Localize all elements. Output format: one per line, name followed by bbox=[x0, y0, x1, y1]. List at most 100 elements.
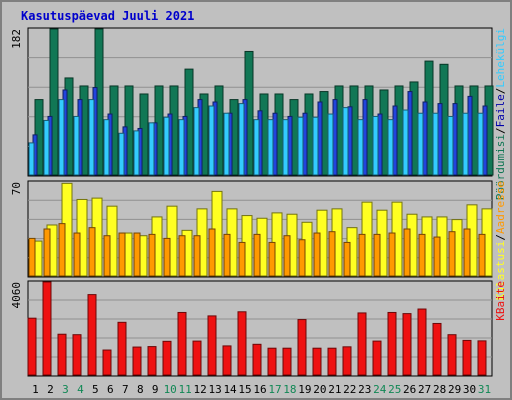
bar-pages-day-11 bbox=[178, 119, 185, 176]
bar-files-day-17 bbox=[272, 112, 278, 176]
legend-part: Pöördumisi bbox=[494, 134, 507, 200]
bar-kbytes-day-15 bbox=[237, 311, 247, 376]
bar-sites-day-12 bbox=[193, 235, 201, 277]
day-label-6: 6 bbox=[107, 383, 114, 396]
bar-pages-day-26 bbox=[402, 109, 409, 176]
bar-hits-day-2 bbox=[49, 28, 59, 176]
bar-sites-day-6 bbox=[103, 235, 111, 277]
bar-kbytes-day-2 bbox=[42, 281, 52, 376]
panel-3-ymax-label: 4060 bbox=[10, 282, 23, 309]
bar-files-day-22 bbox=[347, 106, 353, 176]
bar-sites-day-29 bbox=[448, 231, 456, 277]
bar-sites-day-20 bbox=[313, 232, 321, 277]
bar-files-day-30 bbox=[467, 95, 473, 176]
day-label-18: 18 bbox=[283, 383, 296, 396]
bar-pages-day-9 bbox=[148, 122, 155, 176]
bar-kbytes-day-23 bbox=[357, 312, 367, 376]
day-label-7: 7 bbox=[122, 383, 129, 396]
bar-sites-day-31 bbox=[478, 233, 486, 277]
day-label-23: 23 bbox=[358, 383, 371, 396]
bar-files-day-31 bbox=[482, 105, 488, 176]
day-label-4: 4 bbox=[77, 383, 84, 396]
bar-kbytes-day-4 bbox=[72, 334, 82, 376]
bar-sites-day-22 bbox=[343, 241, 351, 277]
bar-sites-day-30 bbox=[463, 228, 471, 277]
bar-pages-day-17 bbox=[267, 119, 274, 176]
bar-sites-day-7 bbox=[118, 232, 126, 277]
bar-kbytes-day-14 bbox=[222, 345, 232, 376]
bar-pages-day-28 bbox=[432, 112, 439, 176]
bar-kbytes-day-9 bbox=[147, 346, 157, 376]
bar-sites-day-15 bbox=[238, 241, 246, 277]
day-label-3: 3 bbox=[62, 383, 69, 396]
bar-kbytes-day-16 bbox=[252, 343, 262, 376]
chart-title: Kasutuspäevad Juuli 2021 bbox=[21, 9, 195, 23]
day-label-13: 13 bbox=[208, 383, 221, 396]
bar-pages-day-16 bbox=[253, 119, 260, 176]
day-label-1: 1 bbox=[32, 383, 39, 396]
day-label-8: 8 bbox=[137, 383, 144, 396]
bar-files-day-19 bbox=[302, 112, 308, 176]
bar-sites-day-10 bbox=[163, 237, 171, 277]
bar-files-day-20 bbox=[317, 101, 323, 176]
bar-pages-day-6 bbox=[103, 119, 110, 176]
day-label-31: 31 bbox=[478, 383, 491, 396]
bar-kbytes-day-22 bbox=[342, 346, 352, 376]
bar-kbytes-day-27 bbox=[417, 308, 427, 376]
day-label-17: 17 bbox=[268, 383, 281, 396]
bar-pages-day-31 bbox=[477, 112, 484, 176]
day-label-2: 2 bbox=[47, 383, 54, 396]
bar-kbytes-day-10 bbox=[162, 340, 172, 376]
bar-files-day-23 bbox=[362, 99, 368, 176]
bar-sites-day-27 bbox=[418, 233, 426, 277]
bar-files-day-21 bbox=[332, 99, 338, 176]
bar-pages-day-5 bbox=[88, 99, 95, 176]
bar-kbytes-day-13 bbox=[207, 315, 217, 376]
bar-sites-day-18 bbox=[283, 235, 291, 277]
bar-pages-day-13 bbox=[208, 105, 215, 176]
bar-pages-day-15 bbox=[238, 103, 245, 176]
bar-sites-day-11 bbox=[178, 235, 186, 277]
panel-1-ymax-label: 182 bbox=[10, 29, 23, 49]
legend-part: / bbox=[494, 127, 507, 134]
bar-files-day-29 bbox=[452, 103, 458, 176]
day-label-14: 14 bbox=[223, 383, 237, 396]
bar-kbytes-day-19 bbox=[297, 319, 307, 376]
bar-sites-day-21 bbox=[328, 231, 336, 277]
bar-sites-day-5 bbox=[88, 227, 96, 277]
bar-pages-day-29 bbox=[447, 115, 454, 176]
bar-sites-day-2 bbox=[43, 228, 51, 277]
bar-sites-day-23 bbox=[358, 233, 366, 277]
bar-pages-day-18 bbox=[282, 119, 289, 176]
day-label-19: 19 bbox=[298, 383, 311, 396]
bar-sites-day-3 bbox=[58, 223, 66, 277]
bar-pages-day-22 bbox=[342, 107, 349, 176]
bar-pages-day-3 bbox=[58, 99, 65, 176]
bar-pages-day-4 bbox=[73, 115, 80, 176]
legend-part: Faile bbox=[494, 94, 507, 127]
bar-kbytes-day-3 bbox=[57, 333, 67, 376]
bar-pages-day-25 bbox=[387, 119, 394, 176]
bar-kbytes-day-11 bbox=[177, 311, 187, 376]
bar-files-day-25 bbox=[392, 105, 398, 176]
bar-sites-day-19 bbox=[298, 239, 306, 277]
bar-pages-day-7 bbox=[118, 132, 125, 176]
legend-part: Aadresse bbox=[494, 181, 507, 234]
bar-pages-day-14 bbox=[223, 112, 230, 176]
bar-sites-day-9 bbox=[148, 233, 156, 277]
legend-bottom: KBaite bbox=[494, 281, 507, 321]
bar-kbytes-day-30 bbox=[462, 339, 472, 376]
day-label-20: 20 bbox=[313, 383, 326, 396]
bar-kbytes-day-25 bbox=[387, 311, 397, 376]
day-label-22: 22 bbox=[343, 383, 356, 396]
bar-kbytes-day-24 bbox=[372, 340, 382, 376]
day-label-21: 21 bbox=[328, 383, 341, 396]
bar-pages-day-24 bbox=[372, 115, 379, 176]
bar-pages-day-19 bbox=[297, 116, 304, 176]
bar-sites-day-24 bbox=[373, 233, 381, 277]
legend-top: Pöördumisi/Faile/Lehekülgi bbox=[494, 28, 507, 200]
bar-files-day-18 bbox=[287, 115, 293, 176]
day-label-25: 25 bbox=[388, 383, 401, 396]
day-label-16: 16 bbox=[253, 383, 266, 396]
